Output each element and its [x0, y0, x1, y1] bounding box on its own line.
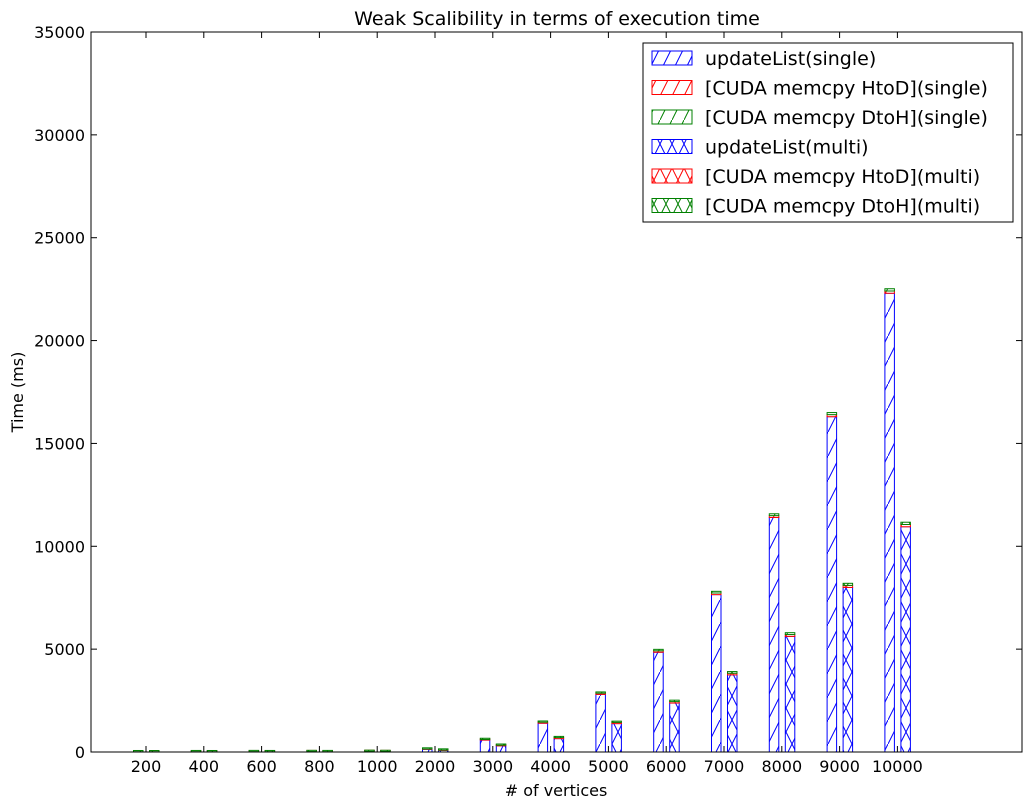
bar-multi-3000-s5	[495, 743, 507, 746]
x-tick-label-4000: 4000	[530, 757, 571, 776]
bar-multi-3000-s3	[495, 745, 507, 753]
bar-multi-5000-s5	[611, 720, 622, 723]
y-tick-label-35000: 35000	[34, 23, 85, 42]
y-tick-label-5000: 5000	[44, 640, 85, 659]
bar-multi-9000-s5	[842, 582, 854, 586]
x-tick-label-8000: 8000	[761, 757, 802, 776]
y-tick-label-20000: 20000	[34, 332, 85, 351]
bar-single-6000-s2	[653, 648, 664, 652]
y-tick-label-15000: 15000	[34, 434, 85, 453]
bar-single-8000-s2	[768, 513, 780, 517]
bar-multi-6000-s5	[669, 699, 680, 703]
legend-label-3: updateList(multi)	[705, 137, 869, 159]
x-tick-label-1000: 1000	[357, 757, 398, 776]
legend-label-0: updateList(single)	[705, 48, 876, 70]
bar-multi-600-s5	[264, 749, 276, 753]
legend-frame	[642, 42, 1014, 223]
legend-label-5: [CUDA memcpy DtoH](multi)	[705, 196, 980, 218]
bars-layer	[133, 288, 911, 753]
bar-multi-10000-s3	[900, 526, 911, 753]
x-tick-label-3000: 3000	[472, 757, 513, 776]
bar-single-3000-s0	[479, 739, 491, 753]
bar-single-6000-s0	[653, 651, 664, 753]
chart-title: Weak Scalibility in terms of execution t…	[354, 8, 760, 30]
legend: updateList(single) [CUDA memcpy HtoD](sin…	[642, 42, 1014, 223]
legend-swatch-3	[651, 139, 693, 154]
legend-swatch-4	[651, 168, 693, 184]
bar-multi-6000-s3	[669, 702, 680, 753]
x-tick-label-800: 800	[304, 757, 335, 776]
bar-single-8000-s0	[768, 516, 780, 753]
y-tick-label-0: 0	[75, 743, 85, 762]
x-tick-label-7000: 7000	[704, 757, 745, 776]
legend-swatch-2	[651, 109, 693, 125]
legend-swatch-5	[651, 198, 693, 213]
bar-single-1000-s2	[364, 749, 375, 752]
x-axis-label: # of vertices	[505, 781, 608, 800]
x-tick-label-5000: 5000	[588, 757, 629, 776]
y-axis: 0 5000 10000 15000 20000 25000 30000 35000	[34, 23, 1022, 762]
bar-single-4000-s2	[537, 720, 549, 723]
bar-multi-4000-s5	[553, 735, 565, 739]
bar-multi-8000-s5	[784, 632, 796, 636]
x-tick-label-600: 600	[246, 757, 277, 776]
bar-single-800-s2	[306, 749, 317, 753]
bar-multi-8000-s3	[784, 635, 796, 753]
bar-single-3000-s2	[479, 737, 491, 740]
bar-single-400-s2	[190, 749, 202, 753]
x-tick-label-400: 400	[189, 757, 220, 776]
bar-single-600-s2	[248, 749, 260, 753]
bar-single-7000-s2	[711, 590, 722, 594]
bar-single-5000-s0	[595, 693, 606, 753]
bar-multi-800-s5	[322, 749, 333, 753]
plot-area-frame	[90, 31, 1023, 753]
bar-single-9000-s0	[826, 416, 838, 753]
bar-multi-4000-s3	[553, 738, 565, 753]
bar-single-9000-s2	[826, 412, 838, 416]
y-tick-label-10000: 10000	[34, 537, 85, 556]
y-tick-label-30000: 30000	[34, 126, 85, 145]
legend-swatch-1	[651, 80, 693, 95]
bar-multi-10000-s5	[900, 521, 911, 525]
bar-single-10000-s2	[884, 288, 895, 292]
bar-single-4000-s0	[537, 722, 549, 753]
legend-label-4: [CUDA memcpy HtoD](multi)	[705, 166, 980, 188]
y-axis-label: Time (ms)	[8, 352, 27, 434]
bar-single-10000-s0	[884, 292, 895, 753]
x-axis: 200 400 600 800 1000 2000 3000 4000 5000 6000 7000…	[131, 32, 923, 776]
bar-single-2000-s2	[422, 747, 433, 750]
bar-multi-5000-s3	[611, 723, 622, 753]
legend-swatch-0	[651, 50, 693, 66]
bar-single-7000-s0	[711, 594, 722, 753]
y-tick-label-25000: 25000	[34, 229, 85, 248]
bar-multi-2000-s5	[438, 748, 449, 751]
bar-multi-7000-s5	[727, 671, 738, 674]
x-tick-label-9000: 9000	[819, 757, 860, 776]
x-tick-label-6000: 6000	[646, 757, 687, 776]
x-tick-label-200: 200	[131, 757, 162, 776]
x-tick-label-2000: 2000	[415, 757, 456, 776]
legend-label-2: [CUDA memcpy DtoH](single)	[705, 107, 988, 129]
bar-multi-7000-s3	[727, 674, 738, 753]
legend-label-1: [CUDA memcpy HtoD](single)	[705, 78, 988, 100]
bar-multi-1000-s5	[380, 749, 391, 752]
bar-single-5000-s2	[595, 691, 606, 694]
x-tick-label-10000: 10000	[872, 757, 923, 776]
bar-multi-9000-s3	[842, 586, 854, 753]
